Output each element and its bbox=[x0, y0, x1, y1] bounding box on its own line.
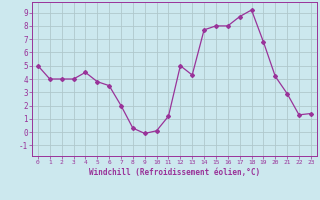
X-axis label: Windchill (Refroidissement éolien,°C): Windchill (Refroidissement éolien,°C) bbox=[89, 168, 260, 177]
